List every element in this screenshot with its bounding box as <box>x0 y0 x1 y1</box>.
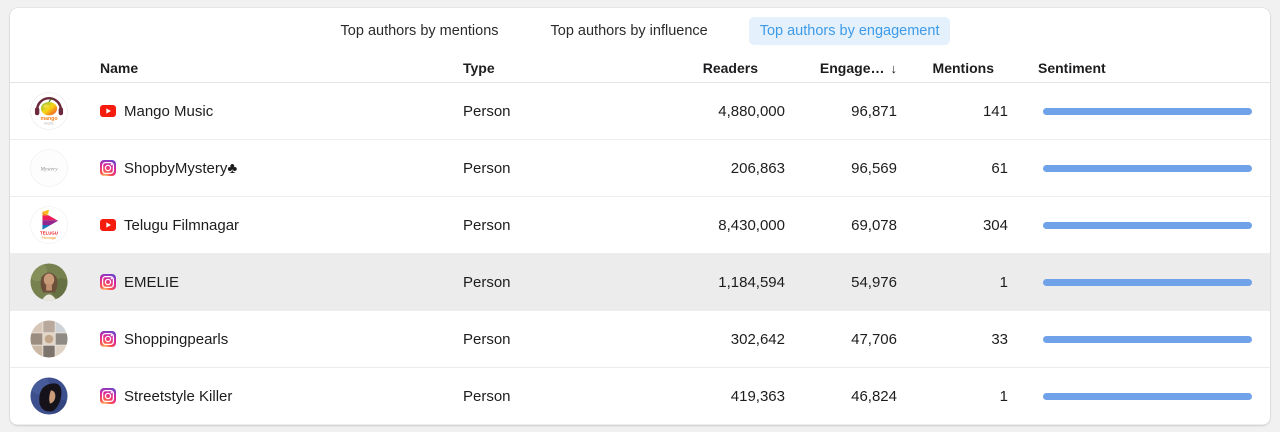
tab-top-authors-by-influence[interactable]: Top authors by influence <box>550 23 708 39</box>
col-header-mentions[interactable]: Mentions <box>932 60 994 76</box>
shoppingpearls-avatar-image <box>30 320 68 358</box>
author-type: Person <box>463 387 511 405</box>
avatar: Mystery <box>10 149 100 187</box>
readers-value: 206,863 <box>730 159 785 177</box>
instagram-icon <box>100 331 117 347</box>
avatar <box>10 377 100 415</box>
engagement-value: 54,976 <box>851 273 897 291</box>
table-row[interactable]: EMELIE Person 1,184,594 54,976 1 <box>10 254 1270 311</box>
mentions-value: 141 <box>982 102 1008 120</box>
avatar: mango music <box>10 92 100 130</box>
youtube-icon <box>100 219 117 231</box>
engagement-value: 96,569 <box>851 159 897 177</box>
sentiment-bar <box>1043 278 1252 286</box>
sentiment-bar <box>1043 221 1252 229</box>
engagement-value: 96,871 <box>851 102 897 120</box>
mango-music-avatar-image: mango music <box>30 92 68 130</box>
col-header-name[interactable]: Name <box>100 60 139 76</box>
readers-value: 302,642 <box>730 330 785 348</box>
engagement-value: 47,706 <box>851 330 897 348</box>
mentions-value: 61 <box>991 159 1008 177</box>
readers-value: 1,184,594 <box>718 273 785 291</box>
top-authors-widget: Top authors by mentions Top authors by i… <box>10 8 1270 425</box>
mentions-value: 33 <box>991 330 1008 348</box>
col-header-engagement-label: Engage… <box>819 60 885 76</box>
author-name[interactable]: Mango Music <box>124 102 214 120</box>
engagement-value: 69,078 <box>851 216 897 234</box>
emelie-avatar-image <box>30 263 68 301</box>
table-row[interactable]: Shoppingpearls Person 302,642 47,706 33 <box>10 311 1270 368</box>
author-type: Person <box>463 330 511 348</box>
avatar: TELUGU Filmnagar <box>10 206 100 244</box>
table-row[interactable]: mango music Mango Music Person 4,880,000… <box>10 83 1270 140</box>
author-type: Person <box>463 216 511 234</box>
instagram-icon <box>100 388 117 404</box>
sentiment-bar <box>1043 392 1252 400</box>
mentions-value: 1 <box>999 273 1008 291</box>
streetstyle-killer-avatar-image <box>30 377 68 415</box>
table-header: Name Type Readers Engage… ↓ Mentions Sent… <box>10 54 1270 83</box>
readers-value: 4,880,000 <box>718 102 785 120</box>
col-header-engagement[interactable]: Engage… ↓ <box>785 60 897 76</box>
mentions-value: 1 <box>999 387 1008 405</box>
table-row[interactable]: TELUGU Filmnagar Telugu Filmnagar Person… <box>10 197 1270 254</box>
mentions-value: 304 <box>982 216 1008 234</box>
svg-text:Mystery: Mystery <box>39 166 58 172</box>
col-header-readers[interactable]: Readers <box>702 60 758 76</box>
telugu-filmnagar-avatar-image: TELUGU Filmnagar <box>30 206 68 244</box>
table-row[interactable]: Streetstyle Killer Person 419,363 46,824… <box>10 368 1270 425</box>
shopbymystery-avatar-image: Mystery <box>30 149 68 187</box>
svg-text:Filmnagar: Filmnagar <box>42 236 58 240</box>
svg-text:TELUGU: TELUGU <box>40 231 58 236</box>
tab-top-authors-by-mentions[interactable]: Top authors by mentions <box>340 23 499 39</box>
author-type: Person <box>463 102 511 120</box>
col-header-type[interactable]: Type <box>463 60 495 76</box>
avatar <box>10 320 100 358</box>
author-name[interactable]: Telugu Filmnagar <box>124 216 240 234</box>
author-type: Person <box>463 273 511 291</box>
sort-desc-icon: ↓ <box>890 61 898 76</box>
table-row[interactable]: Mystery ShopbyMystery♣ Person 206,863 96… <box>10 140 1270 197</box>
sentiment-bar <box>1043 335 1252 343</box>
tab-top-authors-by-engagement[interactable]: Top authors by engagement <box>748 17 951 45</box>
author-name[interactable]: Streetstyle Killer <box>124 387 233 405</box>
engagement-value: 46,824 <box>851 387 897 405</box>
author-name[interactable]: Shoppingpearls <box>124 330 229 348</box>
youtube-icon <box>100 105 117 117</box>
col-header-sentiment[interactable]: Sentiment <box>1038 60 1106 76</box>
sentiment-bar <box>1043 107 1252 115</box>
readers-value: 8,430,000 <box>718 216 785 234</box>
author-type: Person <box>463 159 511 177</box>
tab-bar: Top authors by mentions Top authors by i… <box>10 8 1270 54</box>
svg-text:music: music <box>44 121 54 125</box>
svg-text:mango: mango <box>40 116 57 122</box>
author-name[interactable]: ShopbyMystery♣ <box>124 159 238 177</box>
avatar <box>10 263 100 301</box>
author-name[interactable]: EMELIE <box>124 273 180 291</box>
sentiment-bar <box>1043 164 1252 172</box>
instagram-icon <box>100 274 117 290</box>
readers-value: 419,363 <box>730 387 785 405</box>
instagram-icon <box>100 160 117 176</box>
